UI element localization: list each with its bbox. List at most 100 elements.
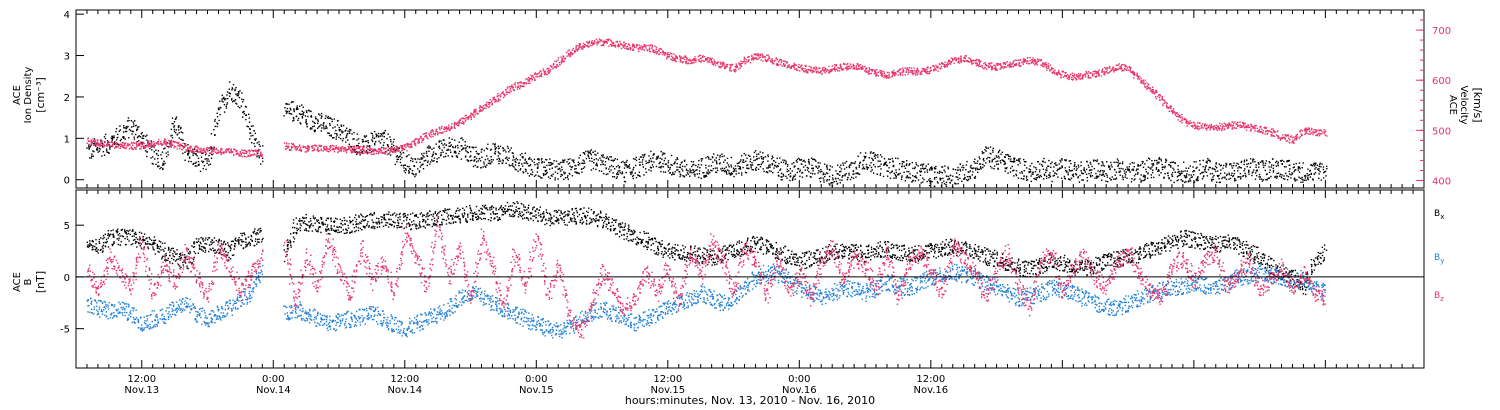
density-point [1009, 171, 1012, 173]
velocity-point [564, 57, 567, 59]
density-point [1146, 177, 1149, 179]
density-point [883, 163, 885, 165]
velocity-point [177, 144, 179, 146]
density-point [405, 168, 407, 170]
density-point [1302, 179, 1304, 181]
density-point [1082, 172, 1085, 175]
velocity-point [256, 152, 259, 154]
velocity-point [218, 151, 220, 153]
density-point [929, 168, 931, 170]
density-point [380, 133, 382, 135]
density-point [1202, 165, 1204, 168]
density-point [1061, 166, 1063, 169]
density-point [1007, 154, 1009, 156]
velocity-point [715, 62, 718, 64]
density-point [1024, 164, 1026, 166]
density-point [439, 147, 441, 150]
density-point [403, 170, 405, 172]
density-point [1252, 171, 1254, 173]
density-point [525, 169, 527, 171]
density-point [787, 164, 789, 166]
velocity-point [356, 152, 358, 154]
velocity-point [610, 40, 613, 42]
density-point [883, 158, 886, 160]
density-point [496, 158, 498, 161]
density-point [420, 157, 422, 159]
velocity-point [509, 88, 512, 90]
velocity-point [353, 151, 355, 153]
velocity-point [359, 151, 362, 154]
velocity-point [685, 61, 688, 63]
density-point [825, 172, 828, 174]
density-point [1322, 168, 1325, 171]
density-point [755, 155, 758, 158]
velocity-point [693, 58, 695, 60]
density-point [732, 170, 735, 173]
density-point [1019, 172, 1021, 174]
density-point [853, 173, 855, 175]
velocity-point [739, 63, 741, 66]
density-point [322, 123, 325, 125]
density-point [405, 169, 407, 171]
velocity-point [499, 96, 502, 98]
density-point [1218, 178, 1220, 180]
velocity-point [461, 122, 464, 125]
density-point [643, 155, 645, 157]
density-point [715, 160, 718, 162]
density-point [1228, 178, 1230, 180]
density-point [804, 169, 806, 171]
density-point [901, 160, 903, 163]
density-point [794, 178, 796, 180]
density-point [129, 129, 132, 132]
velocity-point [329, 144, 332, 147]
density-point [1268, 171, 1271, 174]
velocity-point [210, 148, 212, 150]
velocity-point [504, 95, 506, 97]
density-point [1015, 173, 1017, 175]
density-point [955, 169, 957, 171]
velocity-point [804, 70, 806, 72]
density-point [124, 130, 127, 133]
density-point [391, 143, 393, 145]
velocity-point [422, 133, 425, 135]
velocity-point [744, 57, 746, 60]
velocity-point [750, 59, 753, 61]
velocity-point [672, 57, 674, 59]
density-point [914, 166, 916, 168]
velocity-point [509, 89, 511, 91]
velocity-point [325, 149, 327, 152]
density-point [915, 164, 918, 166]
density-point [695, 169, 697, 172]
velocity-point [816, 71, 818, 74]
density-point [874, 153, 876, 156]
density-point [1322, 177, 1325, 179]
density-point [957, 178, 959, 181]
density-point [1094, 177, 1096, 179]
density-point [162, 162, 164, 164]
density-point [361, 152, 363, 154]
density-point [157, 165, 159, 167]
density-point [1193, 169, 1195, 172]
density-point [572, 160, 574, 162]
velocity-point [528, 80, 531, 82]
density-point [945, 183, 947, 186]
density-point [431, 155, 433, 158]
density-point [443, 139, 445, 141]
density-point [253, 142, 255, 145]
density-point [492, 143, 494, 145]
density-point [917, 165, 919, 167]
density-point [570, 166, 573, 168]
density-point [1226, 173, 1228, 175]
density-point [296, 106, 298, 109]
velocity-point [148, 144, 151, 146]
velocity-point [401, 148, 404, 150]
velocity-point [842, 69, 844, 71]
density-point [610, 156, 613, 158]
density-point [583, 152, 585, 154]
density-point [1209, 159, 1211, 162]
density-point [432, 153, 434, 155]
velocity-point [533, 78, 536, 80]
density-point [1197, 176, 1199, 178]
density-point [1025, 179, 1028, 181]
density-point [146, 134, 148, 136]
